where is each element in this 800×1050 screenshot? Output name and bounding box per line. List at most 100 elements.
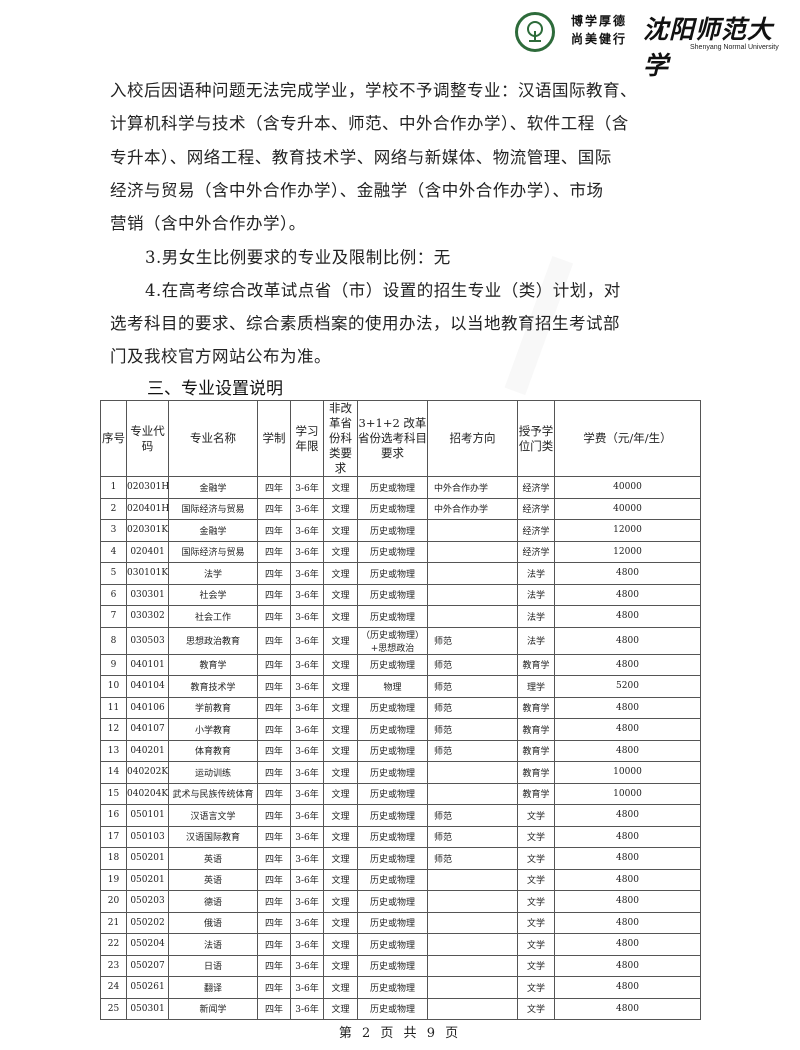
table-cell: 040106 xyxy=(126,696,169,719)
table-cell: 3-6年 xyxy=(290,476,324,499)
table-cell: 4800 xyxy=(554,954,701,977)
table-cell xyxy=(427,868,518,891)
table-cell: 3-6年 xyxy=(290,782,324,805)
table-cell: 18 xyxy=(100,847,127,870)
table-row: 14 040202K 运动训练 四年 3-6年 文理 历史或物理 教育学 10000 xyxy=(100,761,701,784)
table-cell: 3-6年 xyxy=(290,911,324,934)
major-settings-table: 序号 专业代码 专业名称 学制 学习年限 非改革省份科类要求 3+1+2 改革省份选考科目要… xyxy=(100,400,701,1020)
body-text-line: 专升本）、网络工程、教育技术学、网络与新媒体、物流管理、国际 xyxy=(110,148,612,167)
table-cell: 文理 xyxy=(323,761,358,784)
table-cell: 文学 xyxy=(517,825,555,848)
table-cell: 体育教育 xyxy=(168,739,258,762)
table-cell: 四年 xyxy=(257,696,291,719)
table-cell xyxy=(427,890,518,913)
table-cell: 四年 xyxy=(257,825,291,848)
table-cell: 历史或物理 xyxy=(357,540,428,563)
table-cell: 文学 xyxy=(517,868,555,891)
table-cell: 040201 xyxy=(126,739,169,762)
table-cell: 4800 xyxy=(554,583,701,606)
table-cell: 历史或物理 xyxy=(357,804,428,827)
table-cell: 历史或物理 xyxy=(357,718,428,741)
table-cell: 四年 xyxy=(257,868,291,891)
table-cell: 文理 xyxy=(323,976,358,999)
table-cell: 3-6年 xyxy=(290,653,324,676)
table-cell: 社会工作 xyxy=(168,605,258,628)
table-cell: 教育学 xyxy=(517,653,555,676)
table-cell: 法学 xyxy=(168,562,258,585)
body-text-line: 经济与贸易（含中外合作办学）、金融学（含中外合作办学）、市场 xyxy=(110,181,604,200)
table-cell: 中外合作办学 xyxy=(427,497,518,520)
table-cell: 四年 xyxy=(257,583,291,606)
table-cell: 经济学 xyxy=(517,540,555,563)
table-cell: 40000 xyxy=(554,476,701,499)
university-name: 沈阳师范大学 xyxy=(643,15,774,80)
table-cell: 历史或物理 xyxy=(357,976,428,999)
table-cell: 文学 xyxy=(517,911,555,934)
table-cell: 14 xyxy=(100,761,127,784)
table-cell: 3-6年 xyxy=(290,519,324,542)
table-cell: 师范 xyxy=(427,653,518,676)
table-cell: 金融学 xyxy=(168,519,258,542)
column-header: 序号 xyxy=(100,400,127,477)
table-cell: 思想政治教育 xyxy=(168,626,258,655)
table-cell: 经济学 xyxy=(517,476,555,499)
table-cell: 学前教育 xyxy=(168,696,258,719)
table-cell: 11 xyxy=(100,696,127,719)
table-cell: 3-6年 xyxy=(290,605,324,628)
table-cell: 050101 xyxy=(126,804,169,827)
table-cell: 历史或物理 xyxy=(357,825,428,848)
table-cell: 四年 xyxy=(257,761,291,784)
table-cell: 历史或物理 xyxy=(357,562,428,585)
table-cell: 师范 xyxy=(427,847,518,870)
table-row: 13 040201 体育教育 四年 3-6年 文理 历史或物理 师范 教育学 4800 xyxy=(100,739,701,762)
table-cell: 法语 xyxy=(168,933,258,956)
table-cell: 050201 xyxy=(126,868,169,891)
table-cell: 历史或物理 xyxy=(357,782,428,805)
column-header: 学费（元/年/生） xyxy=(554,400,701,477)
column-header: 专业名称 xyxy=(168,400,258,477)
table-cell xyxy=(427,911,518,934)
table-row: 4 020401 国际经济与贸易 四年 3-6年 文理 历史或物理 经济学 12000 xyxy=(100,540,701,563)
table-cell: 3-6年 xyxy=(290,954,324,977)
table-cell xyxy=(427,761,518,784)
table-cell: 文学 xyxy=(517,804,555,827)
section-heading: 三、专业设置说明 xyxy=(147,379,283,399)
table-row: 22 050204 法语 四年 3-6年 文理 历史或物理 文学 4800 xyxy=(100,933,701,956)
body-text-line: 门及我校官方网站公布为准。 xyxy=(110,347,331,366)
table-cell: 22 xyxy=(100,933,127,956)
table-cell: 3-6年 xyxy=(290,696,324,719)
table-cell: 文学 xyxy=(517,890,555,913)
table-cell: 教育学 xyxy=(168,653,258,676)
table-cell: 文理 xyxy=(323,519,358,542)
table-row: 7 030302 社会工作 四年 3-6年 文理 历史或物理 法学 4800 xyxy=(100,605,701,628)
table-cell: 英语 xyxy=(168,847,258,870)
table-cell: 3-6年 xyxy=(290,540,324,563)
table-cell: 3 xyxy=(100,519,127,542)
table-cell: 4800 xyxy=(554,911,701,934)
table-row: 8 030503 思想政治教育 四年 3-6年 文理 （历史或物理）+思想政治 师范 法学 480… xyxy=(100,626,701,655)
table-row: 19 050201 英语 四年 3-6年 文理 历史或物理 文学 4800 xyxy=(100,868,701,891)
table-cell: 6 xyxy=(100,583,127,606)
table-cell: 文学 xyxy=(517,976,555,999)
table-row: 25 050301 新闻学 四年 3-6年 文理 历史或物理 文学 4800 xyxy=(100,997,701,1020)
table-cell: 4800 xyxy=(554,847,701,870)
table-cell: 文理 xyxy=(323,497,358,520)
table-cell: 师范 xyxy=(427,626,518,655)
table-cell: 23 xyxy=(100,954,127,977)
table-cell: 040104 xyxy=(126,675,169,698)
table-cell: 历史或物理 xyxy=(357,868,428,891)
table-cell: 文学 xyxy=(517,997,555,1020)
table-cell: 4800 xyxy=(554,997,701,1020)
table-cell xyxy=(427,583,518,606)
table-row: 16 050101 汉语言文学 四年 3-6年 文理 历史或物理 师范 文学 4800 xyxy=(100,804,701,827)
table-cell: 国际经济与贸易 xyxy=(168,540,258,563)
table-row: 3 020301K 金融学 四年 3-6年 文理 历史或物理 经济学 12000 xyxy=(100,519,701,542)
column-header: 学制 xyxy=(257,400,291,477)
table-cell: 历史或物理 xyxy=(357,696,428,719)
table-cell: 20 xyxy=(100,890,127,913)
table-cell xyxy=(427,605,518,628)
table-cell: 10 xyxy=(100,675,127,698)
table-cell: 小学教育 xyxy=(168,718,258,741)
table-cell: 历史或物理 xyxy=(357,911,428,934)
table-cell: 7 xyxy=(100,605,127,628)
